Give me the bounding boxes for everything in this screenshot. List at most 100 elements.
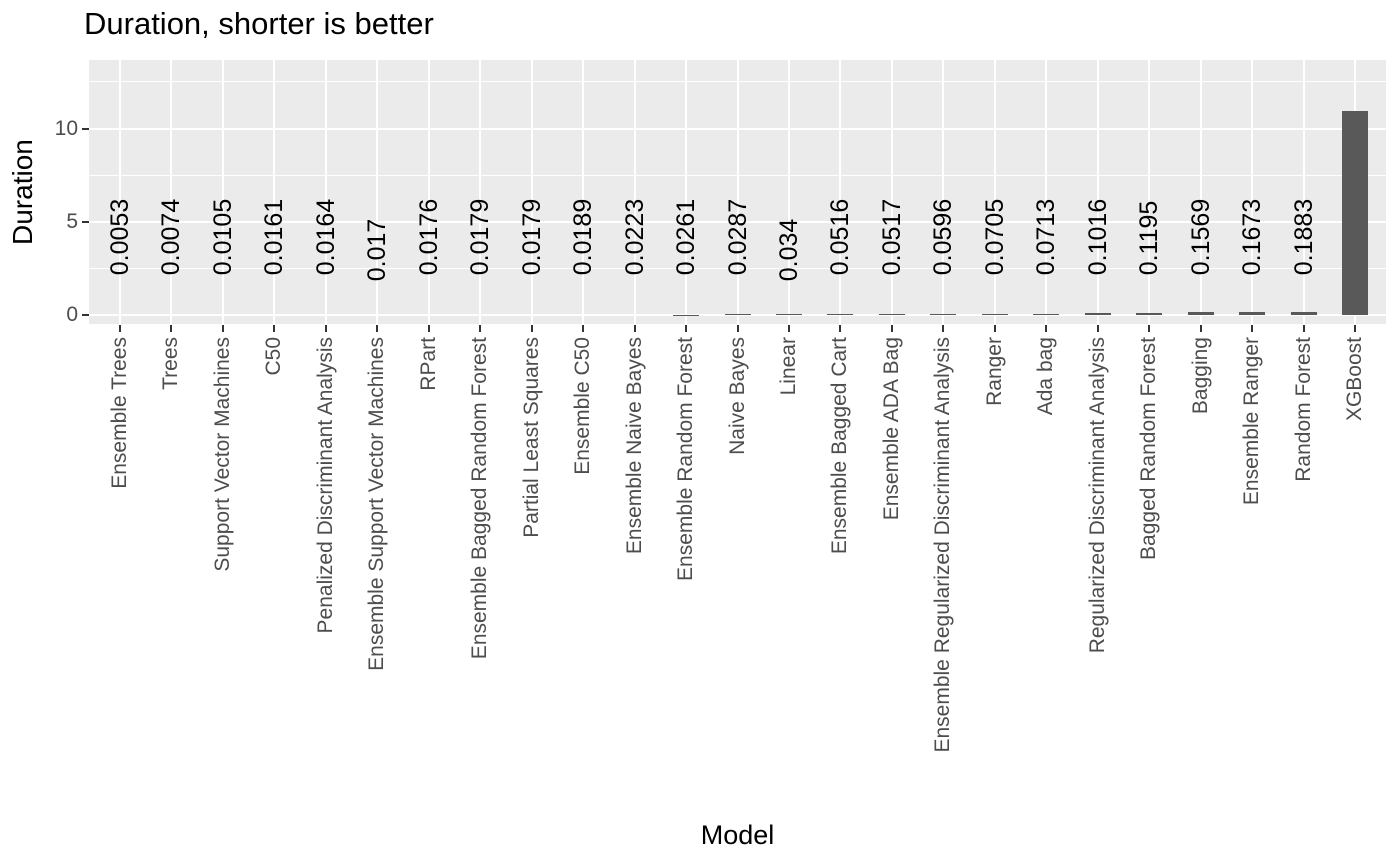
v-gridline bbox=[1199, 60, 1202, 324]
bar-value-label: 0.0189 bbox=[569, 198, 598, 275]
bar-value-label: 0.034 bbox=[775, 219, 803, 282]
v-gridline bbox=[479, 60, 482, 324]
x-tick bbox=[1045, 325, 1048, 332]
bar bbox=[1342, 110, 1369, 315]
bar bbox=[724, 314, 751, 315]
x-tick-label: Ensemble Naive Bayes bbox=[622, 337, 646, 555]
bar bbox=[1187, 312, 1214, 315]
x-tick bbox=[479, 325, 482, 332]
v-gridline bbox=[221, 60, 224, 324]
y-tick-label: 10 bbox=[54, 116, 78, 140]
bar-value-label: 0.0287 bbox=[723, 198, 752, 275]
bar-value-label: 0.0053 bbox=[105, 198, 134, 275]
bar-value-label: 0.0179 bbox=[517, 198, 546, 275]
x-tick-label: Ensemble Random Forest bbox=[674, 337, 698, 581]
bar bbox=[1136, 312, 1163, 315]
x-tick bbox=[890, 325, 893, 332]
x-tick bbox=[685, 325, 688, 332]
x-tick bbox=[170, 325, 173, 332]
x-tick-label: C50 bbox=[262, 337, 286, 376]
x-tick bbox=[324, 325, 327, 332]
v-gridline bbox=[376, 60, 379, 324]
y-tick-label: 0 bbox=[66, 303, 78, 326]
v-gridline bbox=[582, 60, 585, 324]
x-tick-label: Ensemble Trees bbox=[107, 337, 131, 489]
x-tick-label: Regularized Discriminant Analysis bbox=[1085, 337, 1109, 654]
bar bbox=[1290, 311, 1317, 315]
v-gridline bbox=[839, 60, 842, 324]
x-tick bbox=[1251, 325, 1254, 332]
y-axis-title: Duration bbox=[7, 139, 38, 245]
bar bbox=[1033, 313, 1060, 315]
bar bbox=[1084, 313, 1111, 315]
v-gridline bbox=[1148, 60, 1151, 324]
v-gridline bbox=[170, 60, 173, 324]
x-axis-title: Model bbox=[700, 820, 775, 850]
bar bbox=[776, 314, 802, 315]
x-tick-label: XGBoost bbox=[1343, 337, 1367, 422]
y-tick bbox=[82, 127, 89, 130]
v-gridline bbox=[1045, 60, 1048, 324]
x-tick bbox=[839, 325, 842, 332]
x-tick-label: Ensemble Bagged Random Forest bbox=[468, 337, 492, 660]
v-gridline bbox=[1302, 60, 1305, 324]
bar-value-label: 0.1673 bbox=[1238, 198, 1267, 275]
x-tick bbox=[376, 325, 379, 332]
x-tick bbox=[993, 325, 996, 332]
x-tick-label: Ensemble ADA Bag bbox=[879, 337, 903, 521]
x-tick-label: Bagging bbox=[1188, 337, 1212, 415]
x-tick bbox=[633, 325, 636, 332]
y-tick bbox=[82, 314, 89, 316]
bar-value-label: 0.0161 bbox=[260, 198, 289, 275]
v-gridline bbox=[890, 60, 893, 324]
v-gridline bbox=[1251, 60, 1254, 324]
v-gridline bbox=[633, 60, 636, 324]
v-gridline bbox=[530, 60, 533, 324]
x-tick bbox=[1148, 325, 1151, 332]
bar-value-label: 0.0223 bbox=[620, 198, 649, 275]
x-tick bbox=[788, 325, 790, 332]
bar-value-label: 0.0176 bbox=[414, 198, 443, 275]
bar-value-label: 0.0179 bbox=[466, 198, 495, 275]
bar-value-label: 0.1016 bbox=[1083, 198, 1112, 275]
bar-value-label: 0.0516 bbox=[826, 198, 855, 275]
x-tick-label: Trees bbox=[159, 337, 183, 390]
bar-value-label: 0.0261 bbox=[672, 198, 701, 275]
x-tick-label: Ensemble C50 bbox=[571, 337, 595, 475]
bar bbox=[981, 313, 1008, 315]
bar bbox=[930, 313, 957, 315]
x-tick-label: Ensemble Regularized Discriminant Analys… bbox=[931, 337, 955, 753]
x-tick-label: Ensemble Bagged Cart bbox=[828, 337, 852, 555]
x-tick bbox=[582, 325, 585, 332]
bar-value-label: 0.0105 bbox=[208, 198, 237, 275]
v-gridline bbox=[324, 60, 327, 324]
bar-value-label: 0.1883 bbox=[1289, 198, 1318, 275]
bar-value-label: 0.0164 bbox=[311, 198, 340, 275]
x-tick-label: Bagged Random Forest bbox=[1137, 337, 1161, 560]
bar-value-label: 0.1569 bbox=[1186, 198, 1215, 275]
plot-panel: 0.0053 0.0074 0.0105 0.0161 0.0164 0.017 0.017… bbox=[89, 60, 1386, 324]
x-tick bbox=[221, 325, 224, 332]
v-gridline bbox=[993, 60, 996, 324]
x-tick bbox=[427, 325, 430, 332]
bar bbox=[827, 314, 854, 315]
x-tick-label: Linear bbox=[776, 337, 800, 396]
x-tick-label: Partial Least Squares bbox=[519, 337, 543, 538]
x-tick-label: RPart bbox=[416, 337, 440, 391]
bar-value-label: 0.1195 bbox=[1135, 201, 1164, 276]
v-gridline bbox=[427, 60, 430, 324]
v-gridline bbox=[942, 60, 945, 324]
v-gridline bbox=[1096, 60, 1099, 324]
v-gridline bbox=[685, 60, 688, 324]
x-tick bbox=[1354, 325, 1357, 332]
x-tick bbox=[1199, 325, 1202, 332]
bar-value-label: 0.0517 bbox=[877, 198, 906, 275]
bar-value-label: 0.0705 bbox=[980, 198, 1009, 275]
x-tick-label: Penalized Discriminant Analysis bbox=[313, 337, 337, 634]
x-tick-label: Ada bag bbox=[1034, 337, 1058, 416]
y-tick bbox=[82, 220, 89, 223]
x-tick-label: Ensemble Ranger bbox=[1240, 337, 1264, 506]
y-tick-label: 5 bbox=[66, 209, 78, 233]
x-tick bbox=[1302, 325, 1305, 332]
